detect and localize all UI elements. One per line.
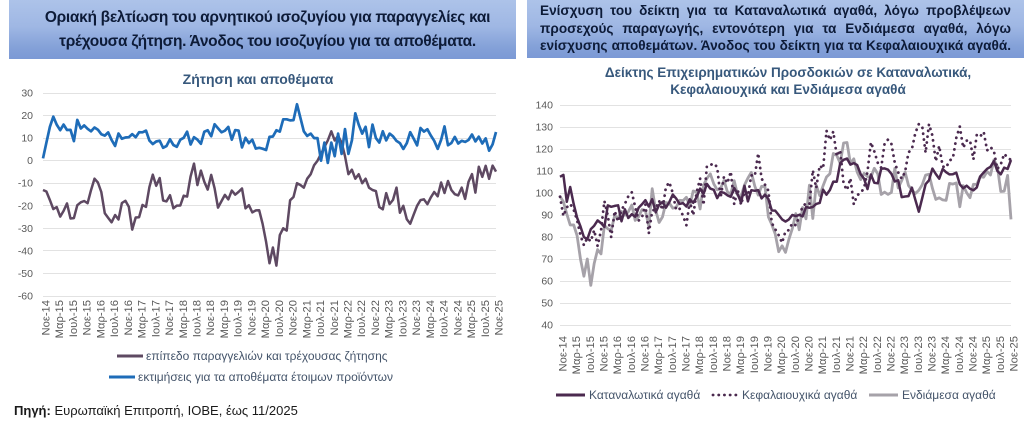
svg-text:Νοε-16: Νοε-16 <box>640 336 652 371</box>
svg-text:Μαρ-21: Μαρ-21 <box>817 336 829 374</box>
svg-text:Μαρ-24: Μαρ-24 <box>425 300 437 338</box>
svg-text:50: 50 <box>541 298 553 310</box>
svg-text:Ιουλ-22: Ιουλ-22 <box>872 336 884 373</box>
svg-text:Νοε-18: Νοε-18 <box>205 300 217 335</box>
svg-text:Νοε-23: Νοε-23 <box>927 336 939 371</box>
svg-text:Νοε-14: Νοε-14 <box>558 336 570 371</box>
svg-text:Μαρ-21: Μαρ-21 <box>301 300 313 338</box>
svg-text:-60: -60 <box>18 291 33 303</box>
svg-text:Ιουλ-23: Ιουλ-23 <box>913 336 925 373</box>
svg-text:30: 30 <box>21 88 33 100</box>
svg-text:Μαρ-20: Μαρ-20 <box>260 300 272 338</box>
svg-text:Κεφαλαιουχικά και Ενδιάμεσα αγ: Κεφαλαιουχικά και Ενδιάμεσα αγαθά <box>670 82 906 97</box>
svg-text:Νοε-18: Νοε-18 <box>722 336 734 371</box>
svg-text:Μαρ-22: Μαρ-22 <box>343 300 355 338</box>
svg-text:Ιουλ-17: Ιουλ-17 <box>150 300 162 337</box>
svg-text:Ιουλ-15: Ιουλ-15 <box>585 336 597 373</box>
svg-text:Νοε-20: Νοε-20 <box>288 300 300 335</box>
svg-text:Μαρ-15: Μαρ-15 <box>571 336 583 374</box>
svg-text:Νοε-21: Νοε-21 <box>845 336 857 371</box>
svg-text:Ιουλ-19: Ιουλ-19 <box>749 336 761 373</box>
svg-text:140: 140 <box>535 100 553 112</box>
svg-text:Μαρ-16: Μαρ-16 <box>612 336 624 374</box>
svg-text:επίπεδο παραγγελιών και τρέχου: επίπεδο παραγγελιών και τρέχουσας ζήτηση… <box>146 349 388 363</box>
svg-text:Νοε-15: Νοε-15 <box>82 300 94 335</box>
svg-text:Ιουλ-18: Ιουλ-18 <box>192 300 204 337</box>
svg-text:Μαρ-24: Μαρ-24 <box>940 336 952 374</box>
svg-text:Δείκτης Επιχειρηματικών Προσδο: Δείκτης Επιχειρηματικών Προσδοκιών σε Κα… <box>605 65 971 80</box>
svg-text:Μαρ-17: Μαρ-17 <box>137 300 149 338</box>
svg-text:Μαρ-22: Μαρ-22 <box>858 336 870 374</box>
svg-text:Ιουλ-20: Ιουλ-20 <box>790 336 802 373</box>
svg-text:110: 110 <box>536 166 553 178</box>
svg-text:Ιουλ-21: Ιουλ-21 <box>315 300 327 337</box>
svg-text:Νοε-15: Νοε-15 <box>599 336 611 371</box>
svg-text:Ιουλ-24: Ιουλ-24 <box>439 300 451 337</box>
svg-text:Ιουλ-17: Ιουλ-17 <box>667 336 679 373</box>
svg-text:Μαρ-18: Μαρ-18 <box>178 300 190 338</box>
svg-text:Μαρ-16: Μαρ-16 <box>95 300 107 338</box>
svg-text:Ιουλ-22: Ιουλ-22 <box>356 300 368 337</box>
svg-text:Κεφαλαιουχικά αγαθά: Κεφαλαιουχικά αγαθά <box>742 388 857 402</box>
svg-text:Καταναλωτικά αγαθά: Καταναλωτικά αγαθά <box>589 388 700 402</box>
svg-text:10: 10 <box>21 133 33 145</box>
svg-text:Νοε-24: Νοε-24 <box>968 336 980 371</box>
svg-text:Μαρ-23: Μαρ-23 <box>384 300 396 338</box>
svg-text:40: 40 <box>541 320 553 332</box>
svg-text:Νοε-16: Νοε-16 <box>123 300 135 335</box>
svg-text:100: 100 <box>535 188 553 200</box>
svg-text:Μαρ-20: Μαρ-20 <box>776 336 788 374</box>
svg-text:Ιουλ-25: Ιουλ-25 <box>995 336 1007 373</box>
svg-text:Μαρ-25: Μαρ-25 <box>466 300 478 338</box>
svg-text:Νοε-22: Νοε-22 <box>370 300 382 335</box>
svg-text:120: 120 <box>535 144 553 156</box>
svg-text:Νοε-23: Νοε-23 <box>411 300 423 335</box>
svg-text:Μαρ-18: Μαρ-18 <box>694 336 706 374</box>
svg-text:Νοε-17: Νοε-17 <box>164 300 176 335</box>
svg-text:Νοε-19: Νοε-19 <box>246 300 258 335</box>
svg-text:Ιουλ-24: Ιουλ-24 <box>954 336 966 373</box>
svg-text:130: 130 <box>535 122 553 134</box>
svg-text:-40: -40 <box>18 245 33 257</box>
svg-text:Ιουλ-16: Ιουλ-16 <box>109 300 121 337</box>
svg-text:Ιουλ-21: Ιουλ-21 <box>831 336 843 373</box>
svg-text:Ιουλ-23: Ιουλ-23 <box>397 300 409 337</box>
svg-text:Νοε-24: Νοε-24 <box>452 300 464 335</box>
svg-text:Ιουλ-16: Ιουλ-16 <box>626 336 638 373</box>
svg-text:Ιουλ-19: Ιουλ-19 <box>233 300 245 337</box>
svg-text:-20: -20 <box>18 200 33 212</box>
svg-text:-10: -10 <box>18 178 33 190</box>
svg-text:Νοε-19: Νοε-19 <box>763 336 775 371</box>
svg-text:Μαρ-25: Μαρ-25 <box>981 336 993 374</box>
svg-text:Ιουλ-20: Ιουλ-20 <box>274 300 286 337</box>
svg-text:60: 60 <box>541 276 553 288</box>
svg-text:0: 0 <box>27 155 33 167</box>
svg-text:εκτιμήσεις για τα αποθέματα έτ: εκτιμήσεις για τα αποθέματα έτοιμων προϊ… <box>138 370 393 384</box>
svg-text:Νοε-21: Νοε-21 <box>329 300 341 335</box>
svg-text:Νοε-25: Νοε-25 <box>1009 336 1021 371</box>
svg-text:-50: -50 <box>18 268 33 280</box>
svg-text:Ιουλ-25: Ιουλ-25 <box>480 300 492 337</box>
svg-text:Νοε-25: Νοε-25 <box>494 300 506 335</box>
svg-text:Νοε-22: Νοε-22 <box>886 336 898 371</box>
svg-text:20: 20 <box>21 110 33 122</box>
svg-text:Νοε-17: Νοε-17 <box>681 336 693 371</box>
svg-text:Μαρ-15: Μαρ-15 <box>54 300 66 338</box>
svg-text:Μαρ-19: Μαρ-19 <box>735 336 747 374</box>
svg-text:Μαρ-19: Μαρ-19 <box>219 300 231 338</box>
svg-text:70: 70 <box>541 254 553 266</box>
svg-text:Μαρ-23: Μαρ-23 <box>899 336 911 374</box>
svg-text:-30: -30 <box>18 223 33 235</box>
svg-text:Ιουλ-15: Ιουλ-15 <box>68 300 80 337</box>
svg-text:Ζήτηση και αποθέματα: Ζήτηση και αποθέματα <box>183 71 334 87</box>
svg-text:Νοε-20: Νοε-20 <box>804 336 816 371</box>
svg-text:80: 80 <box>541 232 553 244</box>
svg-text:Μαρ-17: Μαρ-17 <box>653 336 665 374</box>
svg-text:90: 90 <box>541 210 553 222</box>
svg-text:Νοε-14: Νοε-14 <box>41 300 53 335</box>
svg-text:Ιουλ-18: Ιουλ-18 <box>708 336 720 373</box>
svg-text:Ενδιάμεσα αγαθά: Ενδιάμεσα αγαθά <box>902 388 996 402</box>
